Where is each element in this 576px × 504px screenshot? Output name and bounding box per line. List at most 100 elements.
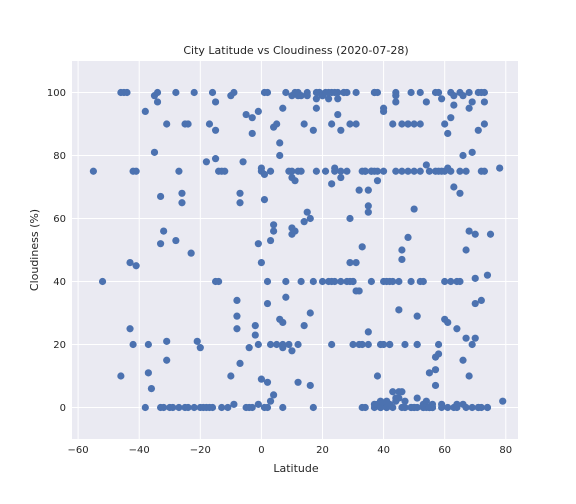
data-point [373,372,382,380]
data-point [184,120,192,128]
y-tick-label: 0 [60,403,66,414]
data-point [279,104,287,112]
data-point [337,277,345,286]
data-point [471,230,479,238]
data-point [202,158,211,166]
data-point [291,177,299,185]
data-point [263,277,272,286]
data-point [266,167,275,175]
data-point [379,340,388,349]
data-point [208,88,217,97]
data-point [404,233,412,241]
data-point [211,98,220,106]
data-point [379,107,388,115]
data-point [257,375,265,383]
data-point [373,177,382,185]
data-point [279,318,287,327]
data-point [294,378,302,386]
data-point [349,340,357,349]
data-point [352,120,360,128]
data-point [132,262,140,270]
data-point [456,277,464,286]
data-point [392,98,400,106]
data-point [303,208,311,216]
data-point [355,287,363,295]
data-point [434,88,443,97]
data-point [260,196,269,204]
data-point [291,227,299,235]
data-point [392,92,400,100]
data-point [343,167,351,175]
data-point [401,340,409,349]
data-point [178,199,186,207]
data-point [141,107,149,115]
data-point [126,325,134,333]
chart-title: City Latitude vs Cloudiness (2020-07-28) [183,44,408,57]
data-point [233,325,241,333]
data-point [141,403,149,412]
data-point [211,126,220,134]
data-point [444,403,452,412]
data-point [172,88,180,97]
data-point [288,347,296,355]
data-point [416,167,424,175]
y-tick-label: 80 [53,151,66,162]
data-point [276,139,284,147]
data-point [422,161,430,169]
data-point [364,208,372,216]
data-point [294,340,302,349]
data-point [273,120,281,128]
data-point [389,388,397,396]
data-point [257,259,265,267]
data-point [270,391,278,399]
data-point [401,397,409,405]
data-point [361,167,369,175]
data-point [474,126,482,134]
data-point [373,88,382,97]
data-point [352,88,360,97]
data-point [321,167,330,175]
data-point [282,277,290,286]
data-point [266,236,275,245]
data-point [193,337,201,345]
data-point [300,218,308,226]
y-axis-label: Cloudiness (%) [28,209,41,291]
data-point [300,322,308,330]
data-point [163,356,171,364]
data-point [254,107,262,115]
data-point [499,397,507,405]
data-point [413,403,421,412]
x-tick-label: 40 [377,445,390,456]
data-point [441,120,449,128]
data-point [468,148,476,156]
data-point [263,88,272,97]
data-point [89,167,97,175]
data-point [407,277,415,286]
data-point [379,167,388,175]
data-point [462,334,470,342]
data-point [425,167,434,175]
data-point [395,277,403,286]
data-point [270,221,278,229]
data-point [456,189,464,197]
data-point [462,167,470,175]
data-point [431,366,440,374]
data-point [459,92,467,100]
data-point [184,403,192,412]
y-tick-label: 100 [47,88,66,99]
data-point [279,340,287,349]
data-point [480,167,488,175]
data-point [328,340,336,349]
data-point [260,170,269,178]
data-point [263,378,272,386]
y-tick-label: 60 [53,214,66,225]
data-point [465,104,473,112]
data-point [444,318,452,327]
data-point [398,255,406,264]
data-point [450,92,458,100]
data-points [89,88,507,412]
data-point [480,88,488,97]
data-point [309,277,317,286]
data-point [483,403,492,412]
data-point [459,151,467,160]
